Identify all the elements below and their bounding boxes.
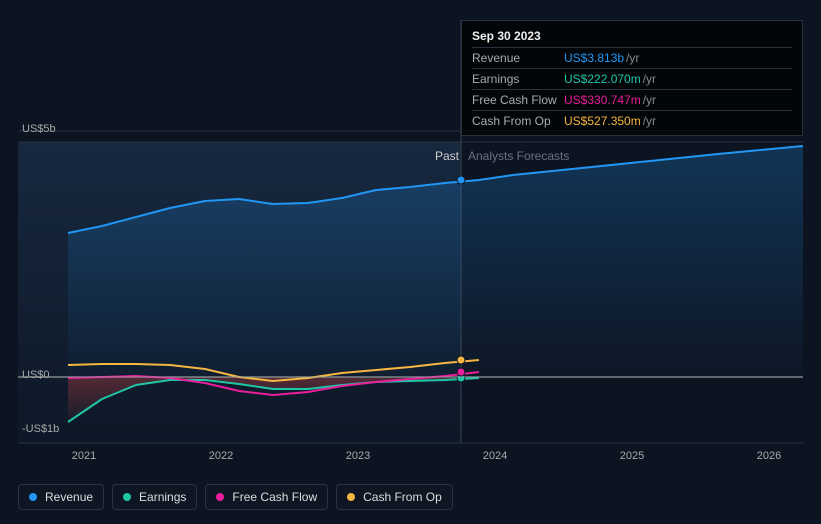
tooltip-row: RevenueUS$3.813b /yr (472, 47, 792, 68)
x-tick-label: 2021 (72, 450, 96, 462)
tooltip-metric-value: US$527.350m (564, 114, 641, 128)
series-marker-cfo[interactable] (457, 356, 465, 364)
tooltip-metric-value: US$330.747m (564, 93, 641, 107)
tooltip-metric-label: Revenue (472, 51, 564, 65)
tooltip-metric-value: US$3.813b (564, 51, 624, 65)
past-label: Past (18, 149, 459, 163)
legend-dot-icon (216, 493, 224, 501)
series-marker-revenue[interactable] (457, 176, 465, 184)
series-marker-fcf[interactable] (457, 368, 465, 376)
legend-item-free-cash-flow[interactable]: Free Cash Flow (205, 484, 328, 510)
legend-item-revenue[interactable]: Revenue (18, 484, 104, 510)
x-tick-label: 2025 (620, 450, 644, 462)
tooltip-row: EarningsUS$222.070m /yr (472, 68, 792, 89)
tooltip-row: Cash From OpUS$527.350m /yr (472, 110, 792, 131)
tooltip-metric-unit: /yr (643, 114, 656, 128)
y-tick-label: US$5b (22, 123, 56, 135)
y-tick-label: US$0 (22, 369, 50, 381)
tooltip-metric-unit: /yr (643, 93, 656, 107)
legend-item-earnings[interactable]: Earnings (112, 484, 197, 510)
x-tick-label: 2024 (483, 450, 507, 462)
tooltip-metric-unit: /yr (643, 72, 656, 86)
tooltip-row: Free Cash FlowUS$330.747m /yr (472, 89, 792, 110)
forecast-label: Analysts Forecasts (468, 149, 569, 163)
tooltip-metric-value: US$222.070m (564, 72, 641, 86)
legend-label: Revenue (45, 490, 93, 504)
tooltip-metric-unit: /yr (626, 51, 639, 65)
tooltip-date: Sep 30 2023 (472, 29, 792, 43)
legend-item-cash-from-op[interactable]: Cash From Op (336, 484, 453, 510)
legend-dot-icon (29, 493, 37, 501)
chart-tooltip: Sep 30 2023 RevenueUS$3.813b /yrEarnings… (461, 20, 803, 136)
tooltip-metric-label: Cash From Op (472, 114, 564, 128)
y-tick-label: -US$1b (22, 423, 59, 435)
tooltip-metric-label: Earnings (472, 72, 564, 86)
tooltip-metric-label: Free Cash Flow (472, 93, 564, 107)
legend-dot-icon (123, 493, 131, 501)
x-tick-label: 2023 (346, 450, 370, 462)
chart-legend: Revenue Earnings Free Cash Flow Cash From O… (18, 484, 453, 510)
x-tick-label: 2022 (209, 450, 233, 462)
legend-label: Free Cash Flow (232, 490, 317, 504)
legend-label: Cash From Op (363, 490, 442, 504)
x-tick-label: 2026 (757, 450, 781, 462)
legend-label: Earnings (139, 490, 186, 504)
legend-dot-icon (347, 493, 355, 501)
